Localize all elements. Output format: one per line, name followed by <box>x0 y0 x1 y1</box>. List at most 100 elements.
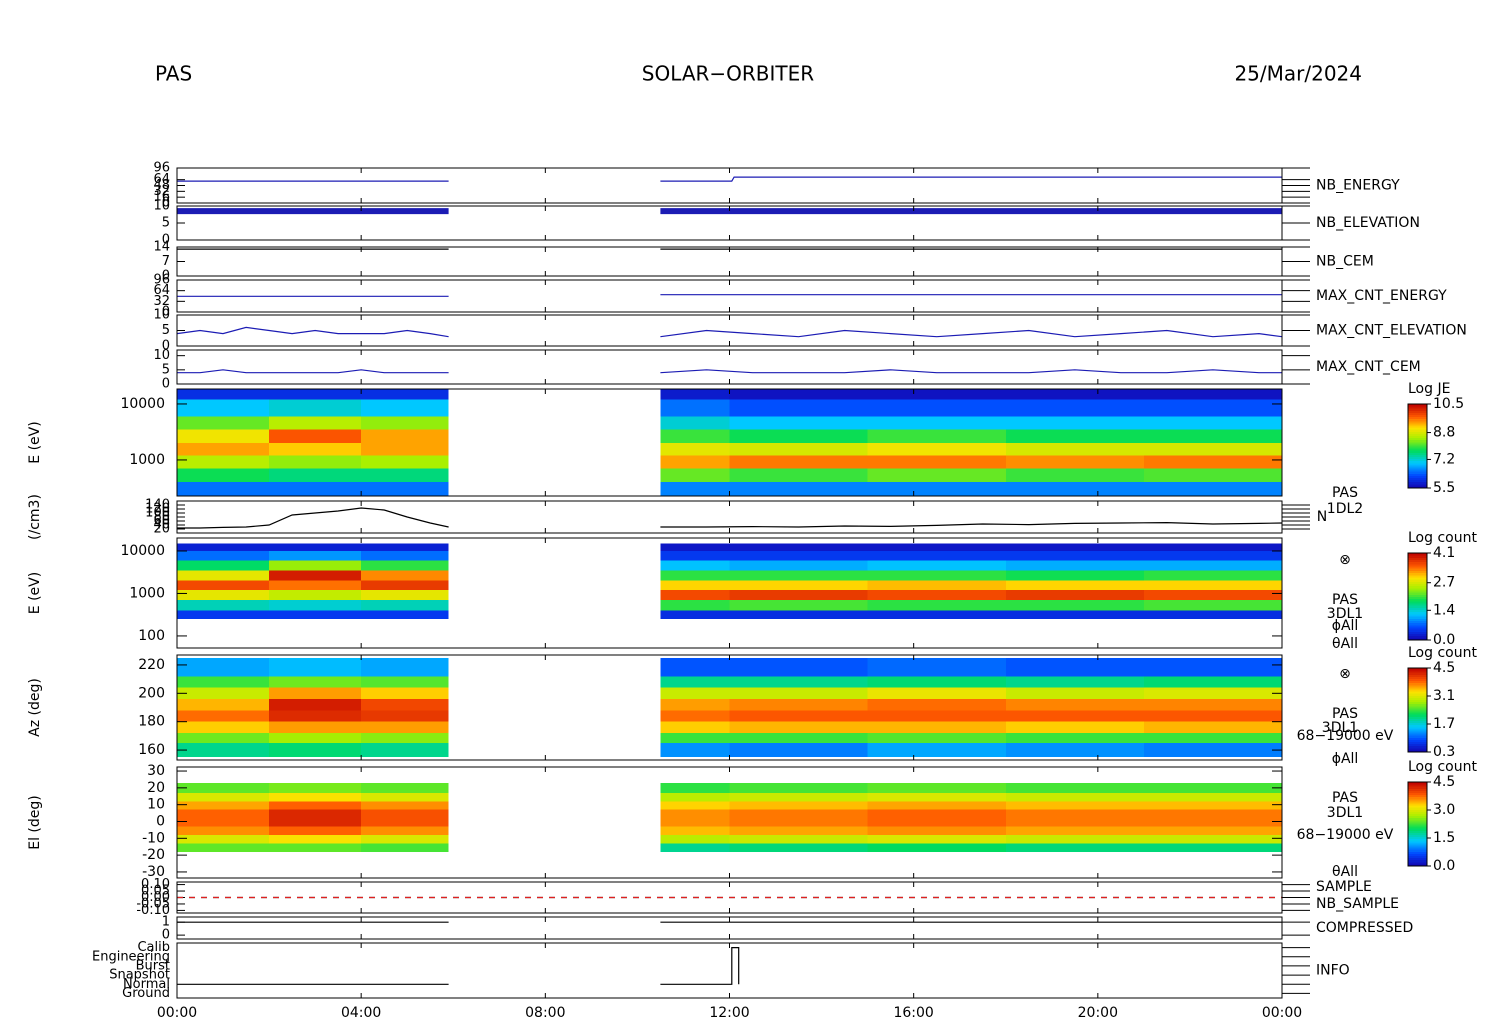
colorbar-slice <box>1408 479 1427 483</box>
colorbar-tick-label: 3.1 <box>1433 688 1455 704</box>
date-title: 25/Mar/2024 <box>1234 62 1362 86</box>
colorbar-slice <box>1408 412 1427 415</box>
colorbar-slice <box>1408 600 1427 604</box>
colorbar-slice <box>1408 741 1427 745</box>
y-tick-label: 0 <box>162 928 170 943</box>
spectrogram-cell <box>867 580 1006 591</box>
spectrogram-cell <box>361 818 449 827</box>
colorbar-slice <box>1408 433 1427 436</box>
spectrogram-cell <box>361 455 449 469</box>
spectrogram-cell <box>660 468 730 483</box>
spectrogram-cell <box>177 733 270 743</box>
spectrogram-cell <box>1143 792 1282 802</box>
colorbar-slice <box>1408 613 1427 617</box>
y-tick-label: 5 <box>162 362 170 377</box>
spectrogram-cell <box>177 482 270 496</box>
colorbar-slice <box>1408 622 1427 626</box>
colorbar-slice <box>1408 735 1427 738</box>
data-line <box>176 326 1283 338</box>
spectrogram-cell <box>177 560 270 571</box>
spectrogram-cell <box>729 580 868 591</box>
y-tick-label: 5 <box>162 216 170 231</box>
colorbar-slice <box>1408 796 1427 800</box>
colorbar-slice <box>1408 471 1427 474</box>
colorbar-slice <box>1408 477 1427 481</box>
spectrogram-cell <box>1143 468 1282 483</box>
y-tick-label: 100 <box>138 628 165 644</box>
spectrogram-cell <box>1005 742 1144 758</box>
colorbar-slice <box>1408 458 1427 462</box>
spectrogram-cell <box>660 809 730 819</box>
colorbar-slice <box>1408 473 1427 476</box>
spectrogram-cell <box>1143 698 1282 711</box>
colorbar-slice <box>1408 845 1427 848</box>
y-tick-label: 1 <box>162 915 170 930</box>
spectrogram-cell <box>660 455 730 469</box>
spectrogram-cell <box>361 721 449 734</box>
spectrogram-cell <box>1143 429 1282 444</box>
spectrogram-cell <box>660 610 730 620</box>
spectrogram-cell <box>729 782 868 793</box>
colorbar-slice <box>1408 824 1427 827</box>
spectrogram-cell <box>660 710 730 722</box>
y-tick-label: 140 <box>145 498 170 513</box>
spectrogram-cell <box>867 560 1006 571</box>
colorbar-slice <box>1408 800 1427 804</box>
y-axis-title: El (deg) <box>27 795 43 850</box>
y-tick-label: 32 <box>153 294 170 309</box>
colorbar-slice <box>1408 726 1427 730</box>
y-axis-title: E (eV) <box>27 572 43 614</box>
spectrogram-cell <box>269 443 362 456</box>
spectrogram-cell <box>729 600 868 611</box>
y-tick-label: 10 <box>147 797 165 813</box>
spectrogram-cell <box>361 657 449 677</box>
colorbar-slice <box>1408 605 1427 608</box>
spectrogram-cell <box>269 657 362 677</box>
colorbar-slice <box>1408 851 1427 854</box>
spectrogram-cell <box>1005 600 1144 611</box>
colorbar-slice <box>1408 561 1427 565</box>
spectrogram-cell <box>867 676 1006 688</box>
spectrogram-cell <box>729 560 868 571</box>
spectrogram-cell <box>729 801 868 810</box>
colorbar-slice <box>1408 429 1427 432</box>
colorbar-tick-label: 0.3 <box>1433 744 1455 760</box>
colorbar-slice <box>1408 714 1427 717</box>
spectrogram-cell <box>269 809 362 819</box>
colorbar-slice <box>1408 788 1427 791</box>
spectrogram-cell <box>660 742 730 758</box>
colorbar-slice <box>1408 414 1427 418</box>
colorbar-slice <box>1408 809 1427 812</box>
colorbar-slice <box>1408 826 1427 829</box>
colorbar-slice <box>1408 576 1427 580</box>
spectrogram-cell <box>660 550 730 561</box>
colorbar-slice <box>1408 609 1427 613</box>
spectrogram-cell <box>660 698 730 711</box>
spectrogram-cell <box>1005 826 1144 835</box>
spectrogram-cell <box>177 590 270 601</box>
spectrogram-cell <box>269 482 362 496</box>
y-tick-label: -0.10 <box>136 903 170 918</box>
colorbar-slice <box>1408 416 1427 420</box>
spectrogram-cell <box>361 429 449 444</box>
spectrogram-cell <box>361 687 449 699</box>
spectrogram-cell <box>269 801 362 810</box>
colorbar-slice <box>1408 559 1427 563</box>
spectrogram-cell <box>177 818 270 827</box>
colorbar-slice <box>1408 574 1427 578</box>
spectrogram-cell <box>660 782 730 793</box>
y-tick-label: 0 <box>162 305 170 320</box>
spectrogram-cell <box>177 710 270 722</box>
spectrogram-cell <box>1143 416 1282 430</box>
spectrogram-cell <box>1005 843 1144 852</box>
spectrogram-cell <box>660 721 730 734</box>
spectrogram-cell <box>660 416 730 430</box>
data-line <box>177 507 1283 529</box>
colorbar-slice <box>1408 689 1427 692</box>
spectrogram-cell <box>269 570 362 581</box>
spectrogram-cell <box>1005 687 1144 699</box>
spectrogram-cell <box>1143 600 1282 611</box>
y-tick-label: 10 <box>153 308 170 323</box>
colorbar-slice <box>1408 452 1427 455</box>
colorbar-slice <box>1408 616 1427 619</box>
